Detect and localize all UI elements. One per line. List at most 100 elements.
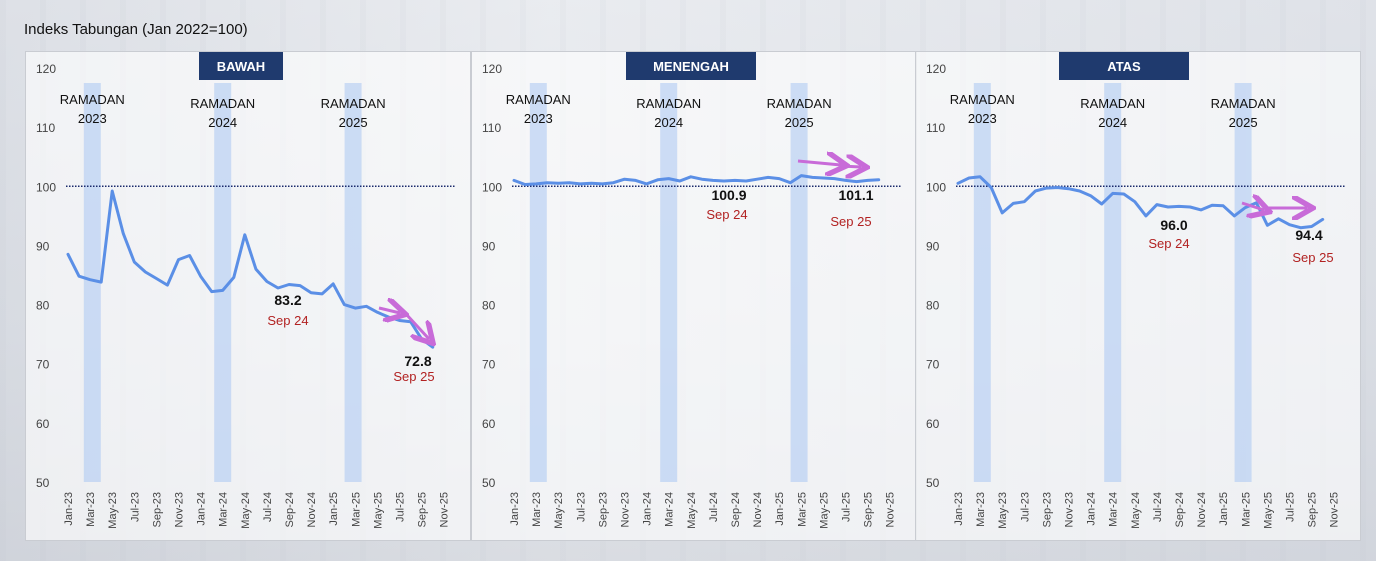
chart-panel-menengah: 50 60 70 80 90 100 110 120 MENENGAH RAMADAN 2023 RA… [471, 51, 917, 541]
ramadan-year: 2024 [1098, 115, 1127, 130]
ramadan-label: RAMADAN [321, 96, 386, 111]
x-tick-label: Sep-25 [863, 492, 875, 527]
ramadan-band [660, 83, 678, 482]
x-tick-label: Nov-23 [174, 492, 186, 527]
x-tick-label: Nov-25 [1329, 492, 1341, 527]
trend-arrow [378, 308, 400, 313]
x-tick-label: Sep-24 [284, 492, 296, 527]
x-tick-label: Mar-25 [350, 492, 362, 527]
y-tick-label: 90 [36, 239, 50, 253]
x-tick-label: Jan-24 [196, 492, 208, 526]
x-tick-label: Jan-25 [328, 492, 340, 526]
x-tick-label: Jul-24 [1152, 492, 1164, 522]
trend-arrow [840, 166, 861, 167]
x-tick-label: Jan-24 [642, 492, 654, 526]
x-tick-label: May-25 [1262, 492, 1274, 529]
y-tick-label: 60 [926, 417, 940, 431]
series-line [512, 174, 881, 186]
annotation-value: 96.0 [1160, 217, 1187, 233]
y-tick-label: 80 [926, 299, 940, 313]
x-tick-label: Nov-24 [1196, 492, 1208, 527]
ramadan-label: RAMADAN [1080, 96, 1145, 111]
panel-header-box [626, 52, 756, 80]
ramadan-year: 2024 [208, 115, 237, 130]
y-tick-label: 100 [482, 180, 502, 194]
x-tick-label: May-23 [107, 492, 119, 529]
ramadan-year: 2025 [785, 115, 814, 130]
annotation-date: Sep 24 [706, 207, 747, 222]
ramadan-label: RAMADAN [767, 96, 832, 111]
y-tick-label: 60 [36, 417, 50, 431]
x-tick-label: Nov-25 [439, 492, 451, 527]
trend-arrow [1241, 203, 1264, 210]
ramadan-year: 2025 [339, 115, 368, 130]
x-tick-label: Jul-23 [1019, 492, 1031, 522]
chart-atas: 50 60 70 80 90 100 110 120 ATAS RAMADAN 2023 RAMADA… [926, 52, 1346, 529]
chart-panel-bawah: 50 60 70 80 90 100 110 120 BAWAH RAMADAN 2023 RAMAD… [25, 51, 471, 541]
y-tick-label: 90 [482, 239, 496, 253]
x-tick-label: May-24 [1130, 492, 1142, 529]
chart-panel-atas: 50 60 70 80 90 100 110 120 ATAS RAMADAN 2023 RAMADA… [915, 51, 1361, 541]
y-tick-label: 80 [482, 299, 496, 313]
x-tick-label: May-25 [818, 492, 830, 529]
ramadan-label: RAMADAN [190, 96, 255, 111]
ramadan-year: 2025 [1229, 115, 1258, 130]
y-tick-label: 60 [482, 417, 496, 431]
x-tick-label: Mar-24 [664, 492, 676, 527]
x-tick-label: Jul-25 [1285, 492, 1297, 522]
ramadan-year: 2023 [78, 111, 107, 126]
ramadan-band [214, 83, 232, 482]
x-tick-label: Nov-24 [752, 492, 764, 527]
annotation-value: 83.2 [274, 292, 301, 308]
x-tick-label: Sep-25 [1307, 492, 1319, 527]
x-tick-label: Nov-25 [885, 492, 897, 527]
annotation-date: Sep 25 [830, 214, 871, 229]
x-tick-label: Mar-25 [796, 492, 808, 527]
ramadan-band [1234, 83, 1252, 482]
x-tick-label: Sep-24 [730, 492, 742, 527]
ramadan-label: RAMADAN [636, 96, 701, 111]
trend-arrow [404, 312, 429, 339]
x-tick-label: Nov-23 [1064, 492, 1076, 527]
x-tick-label: Jan-23 [509, 492, 521, 526]
annotation-value: 94.4 [1295, 227, 1322, 243]
ramadan-label: RAMADAN [506, 92, 571, 107]
x-tick-label: May-23 [997, 492, 1009, 529]
x-tick-label: Jan-25 [774, 492, 786, 526]
y-tick-label: 80 [36, 299, 50, 313]
x-tick-label: Mar-24 [218, 492, 230, 527]
ramadan-band [344, 83, 362, 482]
x-tick-label: Jul-24 [708, 492, 720, 522]
ramadan-band [529, 83, 547, 482]
annotation-date: Sep 24 [267, 313, 308, 328]
x-tick-label: Jan-23 [63, 492, 75, 526]
y-tick-label: 70 [36, 358, 50, 372]
y-tick-label: 120 [926, 62, 946, 76]
panel-title: ATAS [1107, 59, 1141, 74]
y-tick-label: 50 [926, 476, 940, 490]
ramadan-year: 2023 [524, 111, 553, 126]
x-tick-label: Jul-23 [129, 492, 141, 522]
x-tick-label: Mar-23 [975, 492, 987, 527]
ramadan-label: RAMADAN [1211, 96, 1276, 111]
page-title: Indeks Tabungan (Jan 2022=100) [24, 21, 248, 38]
panel-title: MENENGAH [653, 59, 729, 74]
y-tick-label: 70 [926, 358, 940, 372]
x-tick-label: Jan-23 [953, 492, 965, 526]
x-tick-label: May-25 [372, 492, 384, 529]
x-tick-label: May-23 [553, 492, 565, 529]
x-tick-label: Sep-23 [1041, 492, 1053, 527]
ramadan-label: RAMADAN [950, 92, 1015, 107]
y-tick-label: 120 [36, 62, 56, 76]
y-tick-label: 120 [482, 62, 502, 76]
x-tick-label: Jul-24 [262, 492, 274, 522]
annotation-value: 100.9 [711, 187, 746, 203]
annotation-date: Sep 25 [393, 369, 434, 384]
panel-header-box [199, 52, 283, 80]
y-tick-label: 110 [926, 121, 945, 135]
x-tick-label: Jul-25 [841, 492, 853, 522]
x-tick-label: Sep-24 [1174, 492, 1186, 527]
chart-menengah: 50 60 70 80 90 100 110 120 MENENGAH RAMADAN 2023 RA… [482, 52, 902, 529]
y-tick-label: 70 [482, 358, 496, 372]
chart-bawah: 50 60 70 80 90 100 110 120 BAWAH RAMADAN 2023 RAMAD… [36, 52, 456, 529]
